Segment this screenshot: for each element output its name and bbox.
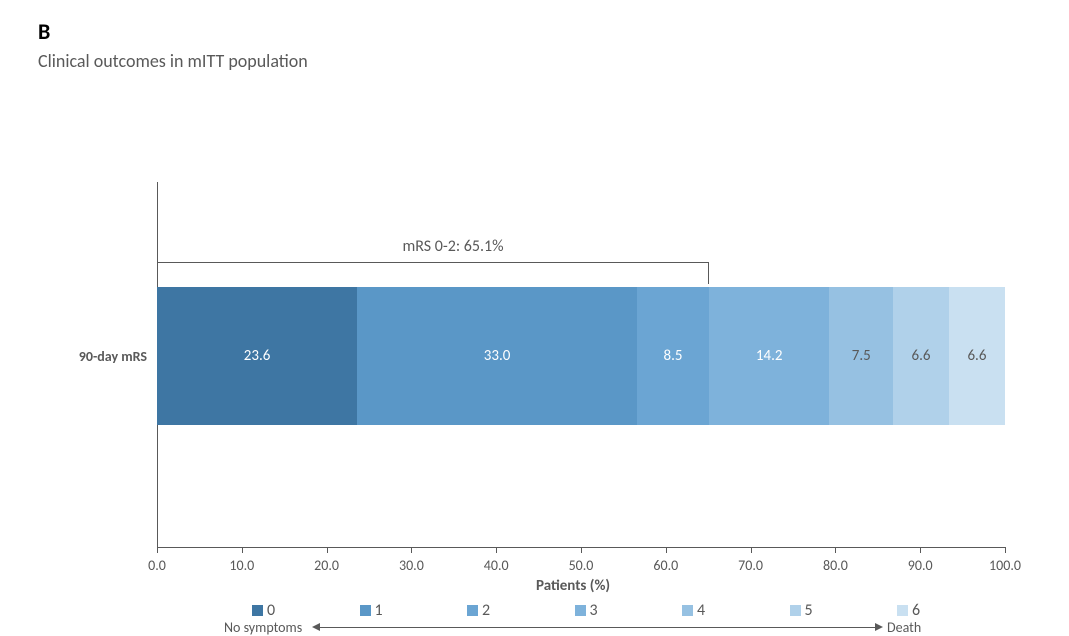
x-tick-label: 0.0	[148, 557, 166, 574]
legend-entry-4: 4	[682, 601, 705, 620]
legend-swatch-icon	[790, 605, 801, 616]
legend-entry-6: 6	[897, 601, 920, 620]
bar-segment-5: 6.6	[893, 287, 949, 425]
bracket-mrs-0-2	[157, 262, 709, 284]
legend-sublabel-0: No symptoms	[224, 619, 302, 636]
bar-segment-0: 23.6	[157, 287, 357, 425]
bar-segment-1: 33.0	[357, 287, 637, 425]
x-tick	[835, 547, 836, 553]
legend-label: 3	[590, 601, 598, 620]
legend-entry-3: 3	[575, 601, 598, 620]
legend-label: 4	[697, 601, 705, 620]
x-tick-label: 20.0	[314, 557, 339, 574]
legend-label: 6	[912, 601, 920, 620]
legend-sublabel-6: Death	[887, 619, 921, 636]
bar-segment-6: 6.6	[949, 287, 1005, 425]
legend-label: 5	[805, 601, 813, 620]
legend-entry-5: 5	[790, 601, 813, 620]
bar-segment-2: 8.5	[637, 287, 709, 425]
legend-entry-2: 2	[467, 601, 490, 620]
legend-arrow-line	[320, 627, 875, 628]
panel-letter: B	[38, 18, 50, 45]
x-tick-label: 60.0	[653, 557, 678, 574]
stacked-bar: 23.633.08.514.27.56.66.6	[157, 287, 1005, 425]
x-tick	[581, 547, 582, 553]
legend-entry-1: 1	[360, 601, 383, 620]
x-tick-label: 50.0	[569, 557, 594, 574]
x-tick	[496, 547, 497, 553]
bracket-label: mRS 0-2: 65.1%	[373, 237, 533, 256]
legend-swatch-icon	[682, 605, 693, 616]
x-axis-label: Patients (%)	[536, 577, 610, 595]
bar-segment-4: 7.5	[829, 287, 893, 425]
chart-title: Clinical outcomes in mITT population	[38, 50, 308, 72]
y-category-label: 90-day mRS	[47, 348, 147, 365]
arrow-head-left-icon	[312, 623, 320, 631]
legend-label: 2	[482, 601, 490, 620]
x-tick	[157, 547, 158, 553]
x-tick	[920, 547, 921, 553]
x-tick-label: 30.0	[399, 557, 424, 574]
legend-swatch-icon	[575, 605, 586, 616]
x-tick	[411, 547, 412, 553]
x-tick	[327, 547, 328, 553]
arrow-head-right-icon	[875, 623, 883, 631]
x-tick	[242, 547, 243, 553]
x-tick-label: 90.0	[908, 557, 933, 574]
x-tick	[751, 547, 752, 553]
x-tick	[666, 547, 667, 553]
legend-label: 0	[267, 601, 275, 620]
legend-swatch-icon	[252, 605, 263, 616]
x-tick-label: 40.0	[484, 557, 509, 574]
legend-swatch-icon	[360, 605, 371, 616]
legend-label: 1	[375, 601, 383, 620]
legend-swatch-icon	[897, 605, 908, 616]
legend-entry-0: 0	[252, 601, 275, 620]
x-tick-label: 10.0	[229, 557, 254, 574]
bar-segment-3: 14.2	[709, 287, 829, 425]
x-tick-label: 100.0	[989, 557, 1021, 574]
x-tick-label: 70.0	[738, 557, 763, 574]
x-tick	[1005, 547, 1006, 553]
legend-swatch-icon	[467, 605, 478, 616]
x-tick-label: 80.0	[823, 557, 848, 574]
stacked-bar-chart: mRS 0-2: 65.1% 90-day mRS 23.633.08.514.…	[157, 192, 1005, 547]
